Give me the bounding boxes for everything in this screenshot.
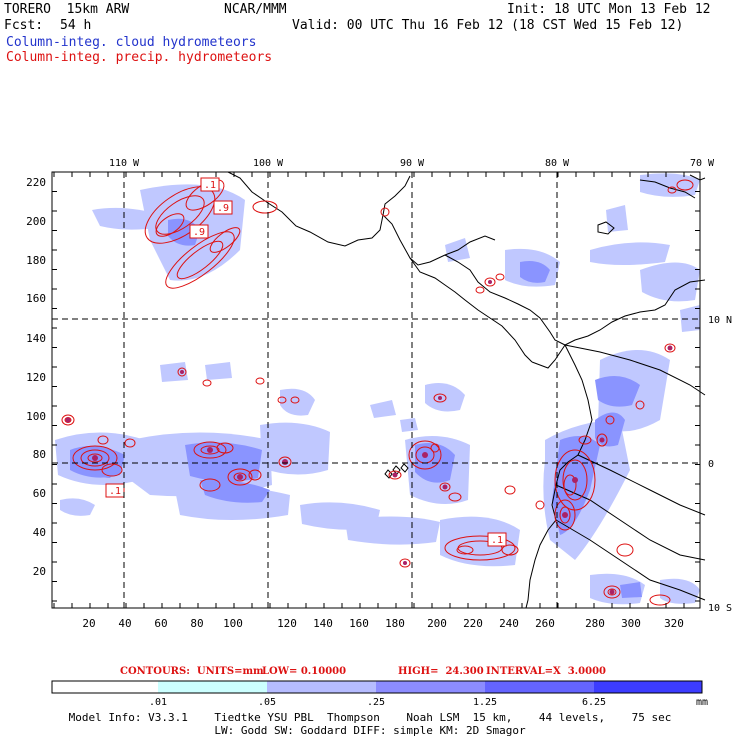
contours-high: HIGH= 24.300 bbox=[398, 666, 484, 677]
lon-label: 100 W bbox=[253, 158, 284, 169]
x-tick-label: 40 bbox=[118, 617, 131, 630]
y-tick-label: 160 bbox=[26, 292, 46, 305]
y-tick-label: 120 bbox=[26, 371, 46, 384]
contours-units: CONTOURS: UNITS=mm bbox=[120, 666, 264, 677]
y-tick-label: 20 bbox=[33, 565, 46, 578]
lat-lon-grid bbox=[52, 172, 700, 608]
lon-label: 90 W bbox=[400, 158, 425, 169]
forecast-label: Fcst: bbox=[4, 18, 44, 33]
x-tick-label: 120 bbox=[277, 617, 297, 630]
forecast-hours: 54 h bbox=[60, 18, 92, 33]
x-tick-label: 260 bbox=[535, 617, 555, 630]
map-frame bbox=[51, 171, 701, 609]
x-tick-label: 220 bbox=[463, 617, 483, 630]
x-tick-label: 100 bbox=[223, 617, 243, 630]
y-tick-label: 200 bbox=[26, 215, 46, 228]
x-tick-label: 240 bbox=[499, 617, 519, 630]
x-tick-label: 80 bbox=[190, 617, 203, 630]
model-info-line1: Model Info: V3.3.1 Tiedtke YSU PBL Thomp… bbox=[68, 711, 672, 724]
x-tick-label: 180 bbox=[385, 617, 405, 630]
x-tick-label: 140 bbox=[313, 617, 333, 630]
valid-time: Valid: 00 UTC Thu 16 Feb 12 (18 CST Wed … bbox=[292, 18, 684, 33]
contour-label: .1 bbox=[204, 180, 216, 191]
x-tick-label: 200 bbox=[427, 617, 447, 630]
x-tick-label: 280 bbox=[585, 617, 605, 630]
x-tick-label: 300 bbox=[621, 617, 641, 630]
x-tick-label: 320 bbox=[664, 617, 684, 630]
contour-label: .1 bbox=[491, 535, 503, 546]
cloud-field-title: Column-integ. cloud hydrometeors bbox=[6, 35, 257, 50]
contour-label: .1 bbox=[109, 486, 121, 497]
lat-label: 10 N bbox=[708, 315, 732, 326]
y-tick-label: 140 bbox=[26, 332, 46, 345]
x-tick-label: 20 bbox=[82, 617, 95, 630]
lat-label: 0 bbox=[708, 459, 714, 470]
lon-label: 70 W bbox=[690, 158, 715, 169]
precip-field-title: Column-integ. precip. hydrometeors bbox=[6, 50, 273, 65]
contours-interval: INTERVAL=X 3.0000 bbox=[486, 666, 606, 677]
axis-ticks bbox=[52, 171, 700, 608]
y-tick-label: 60 bbox=[33, 487, 46, 500]
y-tick-label: 220 bbox=[26, 176, 46, 189]
model-info-line2: LW: Godd SW: Goddard DIFF: simple KM: 2D… bbox=[214, 724, 526, 737]
contour-label: .9 bbox=[193, 227, 205, 238]
organization: NCAR/MMM bbox=[224, 2, 287, 17]
model-name: TORERO 15km ARW bbox=[4, 2, 130, 17]
y-tick-label: 100 bbox=[26, 410, 46, 423]
x-tick-label: 160 bbox=[349, 617, 369, 630]
y-tick-label: 180 bbox=[26, 254, 46, 267]
init-time: Init: 18 UTC Mon 13 Feb 12 bbox=[507, 2, 711, 17]
lat-label: 10 S bbox=[708, 603, 732, 614]
lon-label: 110 W bbox=[109, 158, 140, 169]
contour-label-boxes bbox=[105, 177, 507, 547]
contours-low: LOW= 0.10000 bbox=[262, 666, 347, 677]
x-tick-label: 60 bbox=[154, 617, 167, 630]
y-tick-label: 40 bbox=[33, 526, 46, 539]
contour-label: .9 bbox=[217, 203, 229, 214]
y-tick-label: 80 bbox=[33, 448, 46, 461]
lon-label: 80 W bbox=[545, 158, 570, 169]
